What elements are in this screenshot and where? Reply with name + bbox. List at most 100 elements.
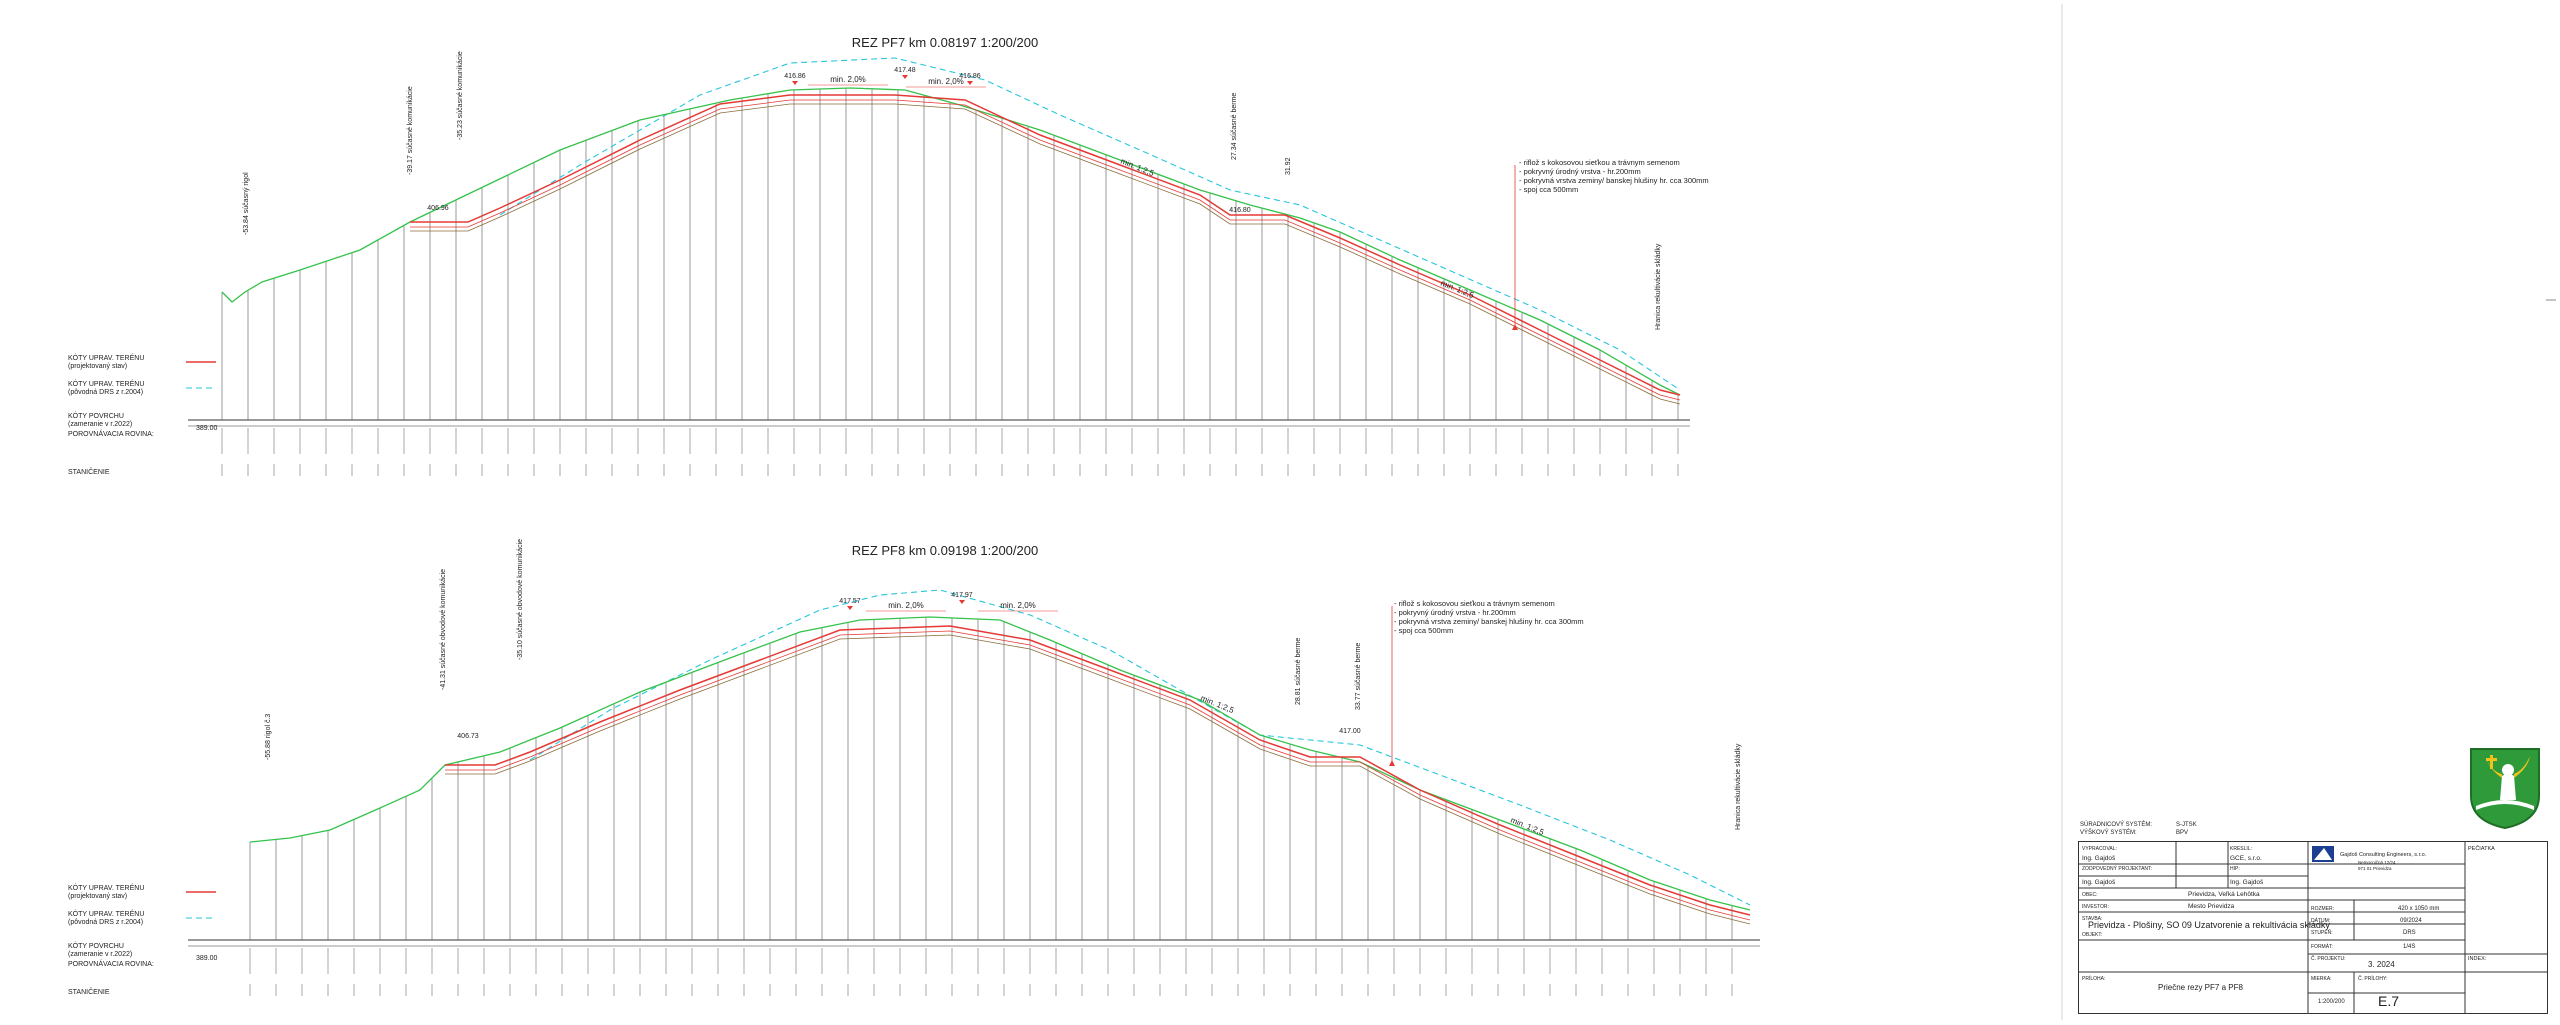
layer-note-line: - pokryvná vrstva zeminy/ banskej hlušin… xyxy=(1394,617,1584,626)
vertical-annotation: 27.34 súčasné berme xyxy=(1231,93,1238,160)
stage-value: DRS xyxy=(2403,930,2416,936)
place-label: OBEC: xyxy=(2082,892,2098,898)
berm-elevation-label: 406.96 xyxy=(427,205,449,212)
company-name: Gajdoš Consulting Engineers, s.r.o. xyxy=(2340,852,2427,858)
vertical-annotation: Hranica rekultivácie skládky xyxy=(1655,243,1662,330)
vertical-annotation: -53.84 súčasný rigol xyxy=(243,172,250,235)
layer-note-line: - pokryvný úrodný vrstva - hr.200mm xyxy=(1394,608,1516,617)
investor-value: Mesto Prievidza xyxy=(2188,903,2235,910)
legend-original-title: KÓTY UPRAV. TERÉNU xyxy=(68,909,144,918)
berm-elevation-label: 406.73 xyxy=(457,733,479,740)
elevation-label: 416.86 xyxy=(959,73,981,80)
elevation-marker xyxy=(959,600,965,604)
legend-reference-value: 389.00 xyxy=(196,955,218,962)
legend-design-sub: (projektovaný stav) xyxy=(68,363,127,370)
object-label: OBJEKT: xyxy=(2082,932,2102,938)
elevation-label: 417.48 xyxy=(894,67,916,74)
attachment-value: Priečne rezy PF7 a PF8 xyxy=(2158,983,2243,992)
legend-original-title: KÓTY UPRAV. TERÉNU xyxy=(68,379,144,388)
vertical-annotation: Hranica rekultivácie skládky xyxy=(1735,743,1742,830)
legend-reference: POROVNÁVACIA ROVINA: xyxy=(68,959,154,968)
date-value: 09/2024 xyxy=(2400,918,2422,924)
elevation-label: 417.97 xyxy=(951,592,973,599)
design-terrain-line xyxy=(410,94,1681,396)
investor-label: INVESTOR: xyxy=(2082,904,2109,910)
section-pf7: REZ PF7 km 0.08197 1:200/200 KÓTY UPRAV. … xyxy=(68,35,1709,476)
project-no-label: Č. PROJEKTU: xyxy=(2311,955,2345,962)
drew-label: KRESLIL: xyxy=(2230,846,2252,852)
slope-min-label: min. 2,0% xyxy=(928,77,964,86)
drew-value: GCE, s.r.o. xyxy=(2230,855,2262,862)
design-layer-line xyxy=(445,630,1751,921)
company-address-line: 971 01 Prievidza xyxy=(2358,866,2392,871)
stamp-label: PEČIATKA xyxy=(2468,845,2495,852)
hip-label: HIP: xyxy=(2230,866,2240,872)
legend-design-title: KÓTY UPRAV. TERÉNU xyxy=(68,353,144,362)
layer-note-line: - riflož s kokosovou sieťkou a trávnym s… xyxy=(1394,599,1555,608)
section-pf8: REZ PF8 km 0.09198 1:200/200 KÓTY UPRAV. … xyxy=(68,539,1760,996)
elevation-label: 417.57 xyxy=(839,598,861,605)
berm-elevation-label: 416.80 xyxy=(1229,207,1251,214)
index-label: INDEX: xyxy=(2468,956,2487,962)
legend-reference-value: 389.00 xyxy=(196,425,218,432)
design-layer-line xyxy=(410,99,1681,401)
elevation-marker xyxy=(902,75,908,79)
legend-surface-sub: (zameranie v r.2022) xyxy=(68,951,132,958)
vertical-annotation: -35.23 súčasné komunikácie xyxy=(457,51,464,140)
vertical-annotation: -39.17 súčasné komunikácie xyxy=(407,86,414,175)
title-block: SÚRADNICOVÝ SYSTÉM: S-JTSK VÝŠKOVÝ SYSTÉM:… xyxy=(2078,820,2548,1014)
project-no-value: 3. 2024 xyxy=(2368,960,2395,969)
elevation-marker xyxy=(967,81,973,85)
sheet-no-label: Č. PRÍLOHY: xyxy=(2358,975,2387,982)
layer-note-line: - riflož s kokosovou sieťkou a trávnym s… xyxy=(1519,158,1680,167)
slope-min-label: min. 2,0% xyxy=(1000,601,1036,610)
sheet-no-value: E.7 xyxy=(2378,993,2399,1009)
legend-reference: POROVNÁVACIA ROVINA: xyxy=(68,429,154,438)
responsible-label: ZODPOVEDNÝ PROJEKTANT: xyxy=(2082,865,2152,872)
vertical-annotation: -41.31 súčasné obvodové komunikácie xyxy=(440,569,447,690)
slope-min-label: min. 2,0% xyxy=(830,75,866,84)
surface-line xyxy=(221,87,1681,396)
format-value: 420 x 1050 mm xyxy=(2398,906,2439,912)
slope-min-label: min. 2,0% xyxy=(888,601,924,610)
prepared-value: Ing. Gajdoš xyxy=(2082,855,2116,862)
project-label: STAVBA: xyxy=(2082,916,2102,922)
vertical-annotation: -55.88 rigol č.3 xyxy=(265,714,272,760)
original-terrain-line xyxy=(499,57,1681,391)
note-arrow xyxy=(1389,760,1395,766)
legend-surface-sub: (zameranie v r.2022) xyxy=(68,421,132,428)
prepared-label: VYPRACOVAL: xyxy=(2082,846,2117,852)
format-label: ROZMER: xyxy=(2311,906,2334,912)
vertical-annotation: 33.77 súčasné berme xyxy=(1355,643,1362,710)
responsible-value: Ing. Gajdoš xyxy=(2082,879,2116,886)
elevation-marker xyxy=(847,606,853,610)
berm-elevation-label: 417.00 xyxy=(1339,728,1361,735)
format-code-label: FORMÁT: xyxy=(2311,943,2333,950)
project-value: Prievidza - Plošiny, SO 09 Uzatvorenie a… xyxy=(2088,920,2330,930)
elevation-marker xyxy=(792,81,798,85)
coord-system-value: S-JTSK xyxy=(2176,822,2197,828)
legend-design-title: KÓTY UPRAV. TERÉNU xyxy=(68,883,144,892)
legend-design-sub: (projektovaný stav) xyxy=(68,893,127,900)
section-title: REZ PF7 km 0.08197 1:200/200 xyxy=(852,35,1038,50)
legend-original-sub: (pôvodná DRS z r.2004) xyxy=(68,919,143,926)
height-system-label: VÝŠKOVÝ SYSTÉM: xyxy=(2080,829,2137,836)
stage-label: STUPEŇ: xyxy=(2311,929,2333,936)
section-title: REZ PF8 km 0.09198 1:200/200 xyxy=(852,543,1038,558)
coat-of-arms-logo xyxy=(2468,746,2542,830)
original-terrain-line xyxy=(529,589,1751,906)
legend-surface-title: KÓTY POVRCHU xyxy=(68,941,124,950)
legend-surface-title: KÓTY POVRCHU xyxy=(68,411,124,420)
legend-original-sub: (pôvodná DRS z r.2004) xyxy=(68,389,143,396)
scale-label: MIERKA: xyxy=(2311,976,2332,982)
elevation-label: 416.86 xyxy=(784,73,806,80)
attachment-label: PRÍLOHA: xyxy=(2082,975,2105,982)
legend-stations: STANIČENIE xyxy=(68,467,110,476)
layer-note-line: - pokryvná vrstva zeminy/ banskej hlušin… xyxy=(1519,176,1709,185)
layer-note-line: - spoj cca 500mm xyxy=(1394,626,1453,635)
date-label: DÁTUM: xyxy=(2311,917,2330,924)
place-value: Prievidza, Veľká Lehôtka xyxy=(2188,891,2260,898)
height-system-value: BPV xyxy=(2176,830,2188,836)
